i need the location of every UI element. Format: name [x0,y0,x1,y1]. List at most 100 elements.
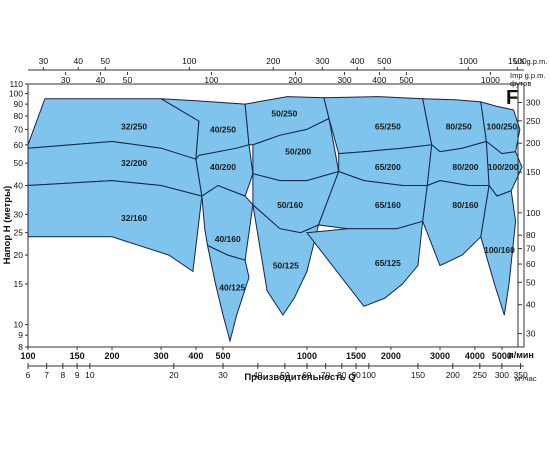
region-32-160 [27,180,203,273]
us-gpm-tick-label: 400 [350,56,364,66]
x-unit-us-gpm: US g.p.m. [514,57,547,66]
y-tick-label: 80 [14,111,24,121]
m3h-tick-label: 300 [495,370,509,380]
m3h-tick-label: 9 [75,370,80,380]
y-tick-label: 90 [14,99,24,109]
region-label-80-250: 80/250 [446,122,472,132]
us-gpm-tick-label: 1500 [508,56,527,66]
region-label-40-200: 40/200 [210,162,236,172]
x-tick-label: 1500 [346,351,366,361]
x-unit-l-min: л/мин [508,350,534,360]
region-label-65-250: 65/250 [375,122,401,132]
y-tick-label: 70 [14,124,24,134]
feet-tick-label: 80 [526,230,536,240]
m3h-tick-label: 90 [351,370,361,380]
x-tick-label: 200 [104,351,119,361]
imp-gpm-tick-label: 1000 [481,75,500,85]
y-tick-label: 15 [14,279,24,289]
y-tick-label: 20 [14,250,24,260]
m3h-tick-label: 60 [302,370,312,380]
x-tick-label: 5000 [492,351,512,361]
feet-tick-label: 30 [526,329,536,339]
imp-gpm-tick-label: 50 [123,75,133,85]
y-tick-label: 100 [9,89,23,99]
m3h-tick-label: 8 [60,370,65,380]
y-tick-label: 110 [9,79,23,89]
feet-tick-label: 100 [526,208,540,218]
m3h-tick-label: 80 [337,370,347,380]
imp-gpm-tick-label: 500 [399,75,413,85]
region-label-32-250: 32/250 [121,122,147,132]
x-tick-label: 400 [188,351,203,361]
x-tick-label: 500 [215,351,230,361]
imp-gpm-tick-label: 400 [372,75,386,85]
feet-tick-label: 60 [526,259,536,269]
region-50-125 [252,203,320,316]
y-tick-label: 10 [14,320,24,330]
region-label-100-250: 100/250 [487,122,518,132]
m3h-tick-label: 70 [321,370,331,380]
us-gpm-tick-label: 100 [182,56,196,66]
y-tick-label: 8 [18,342,23,352]
x-axis-title: Производительность Q [244,372,355,383]
us-gpm-tick-label: 40 [74,56,84,66]
region-100-160 [480,184,517,316]
x-tick-label: 1000 [297,351,317,361]
y-tick-label: 30 [14,209,24,219]
m3h-tick-label: 6 [26,370,31,380]
x-tick-label: 2000 [381,351,401,361]
region-label-100-200: 100/200 [488,162,519,172]
feet-tick-label: 150 [526,167,540,177]
feet-tick-label: 70 [526,244,536,254]
us-gpm-tick-label: 200 [266,56,280,66]
y-tick-label: 25 [14,228,24,238]
region-label-32-160: 32/160 [121,213,147,223]
m3h-tick-label: 150 [411,370,425,380]
region-labels: 32/250 32/200 32/160 40/250 40/200 40/160 40/1… [121,108,519,292]
region-label-100-160: 100/160 [484,245,515,255]
region-label-50-250: 50/250 [271,108,297,118]
us-gpm-tick-label: 1000 [459,56,478,66]
y-tick-label: 9 [18,330,23,340]
m3h-tick-label: 350 [513,370,527,380]
us-gpm-tick-label: 50 [101,56,111,66]
region-label-80-200: 80/200 [452,162,478,172]
y-unit-feet: футов [510,79,531,88]
imp-gpm-tick-label: 100 [204,75,218,85]
imp-gpm-tick-label: 30 [61,75,71,85]
region-label-65-160: 65/160 [375,200,401,210]
region-label-40-160: 40/160 [215,234,241,244]
region-label-40-125: 40/125 [219,282,245,292]
x-unit-imp-gpm: Imp g.p.m. [510,71,545,80]
feet-tick-label: 250 [526,116,540,126]
y-tick-label: 60 [14,140,24,150]
axes: 8910152025304050607080901001103040506070… [9,56,541,380]
region-label-65-200: 65/200 [375,162,401,172]
us-gpm-tick-label: 30 [39,56,49,66]
m3h-tick-label: 7 [44,370,49,380]
y-tick-label: 40 [14,181,24,191]
imp-gpm-tick-label: 300 [337,75,351,85]
region-label-50-125: 50/125 [273,261,299,271]
m3h-tick-label: 200 [446,370,460,380]
imp-gpm-tick-label: 200 [288,75,302,85]
x-tick-label: 4000 [465,351,485,361]
region-label-65-125: 65/125 [375,258,401,268]
us-gpm-tick-label: 300 [315,56,329,66]
region-label-40-250: 40/250 [210,124,236,134]
x-tick-label: 100 [20,351,35,361]
region-label-50-160: 50/160 [277,200,303,210]
x-tick-label: 3000 [430,351,450,361]
y-tick-label: 50 [14,158,24,168]
panel-letter: F [506,87,518,109]
m3h-tick-label: 10 [85,370,95,380]
m3h-tick-label: 20 [169,370,179,380]
region-65-125 [305,220,424,307]
x-unit-m3h: м³/час [515,374,537,383]
region-label-80-160: 80/160 [452,200,478,210]
y-axis-title: Напор H (метры) [2,186,13,265]
m3h-tick-label: 100 [362,370,376,380]
m3h-tick-label: 50 [280,370,290,380]
feet-tick-label: 300 [526,98,540,108]
